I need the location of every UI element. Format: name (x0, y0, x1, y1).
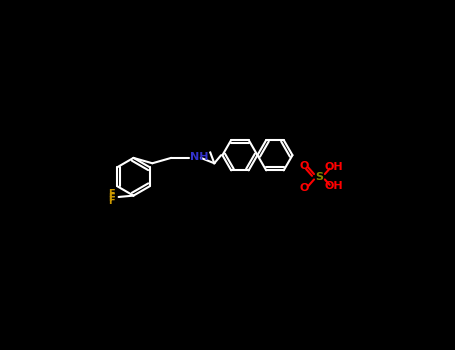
Text: F: F (109, 196, 115, 206)
Text: F: F (109, 189, 115, 199)
Text: O: O (300, 161, 309, 171)
Text: OH: OH (325, 162, 344, 172)
Text: NH: NH (190, 152, 208, 162)
Text: O: O (300, 183, 309, 193)
Text: S: S (315, 172, 324, 182)
Text: OH: OH (325, 181, 344, 191)
Text: F: F (108, 193, 114, 203)
